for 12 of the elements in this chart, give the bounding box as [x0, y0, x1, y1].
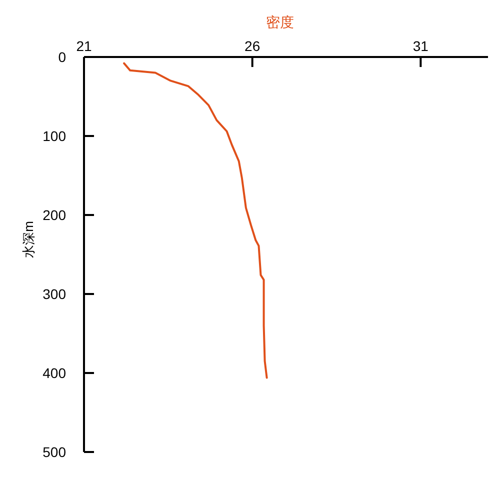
- y-axis-title: 水深m: [21, 221, 36, 258]
- y-tick-label: 500: [42, 444, 66, 460]
- y-tick-label: 400: [42, 364, 66, 381]
- y-tick-label: 200: [42, 206, 66, 223]
- x-tick-label: 26: [244, 38, 260, 54]
- line-series: [123, 62, 268, 379]
- x-axis-title: 密度: [266, 14, 294, 30]
- y-tick-label: 0: [58, 48, 66, 65]
- y-tick-label: 100: [42, 128, 66, 144]
- x-tick-label: 31: [412, 38, 429, 54]
- x-tick-label: 21: [76, 38, 92, 54]
- y-tick-label: 300: [42, 286, 66, 302]
